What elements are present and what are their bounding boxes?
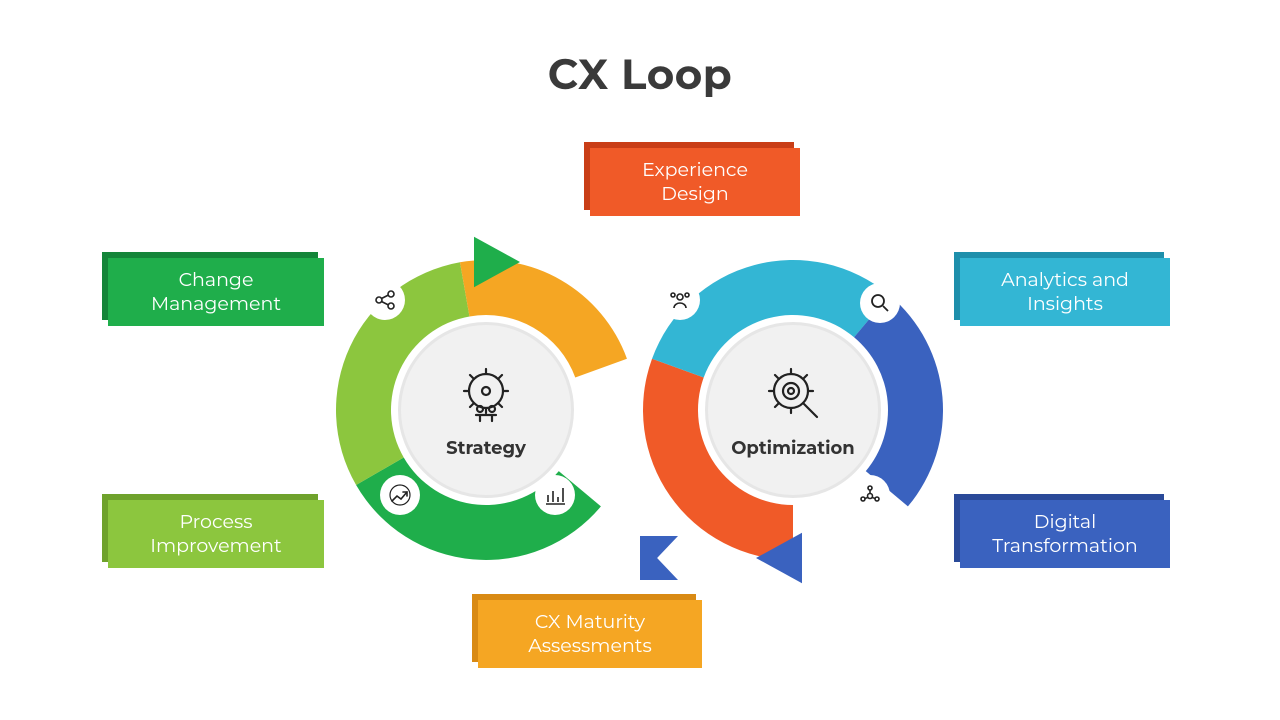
label-change-management: ChangeManagement: [108, 258, 324, 326]
cx-loop-diagram: Strategy Optimization ExperienceDesign An…: [0, 0, 1280, 720]
dot-analytics-icon: [860, 283, 900, 323]
label-cx-maturity: CX MaturityAssessments: [478, 600, 702, 668]
label-text: ExperienceDesign: [590, 148, 800, 216]
dot-process-icon: [380, 475, 420, 515]
dot-digital-icon: [850, 475, 890, 515]
dot-change-icon: [365, 280, 405, 320]
dot-exp-icon: [660, 280, 700, 320]
label-text: CX MaturityAssessments: [478, 600, 702, 668]
label-text: ChangeManagement: [108, 258, 324, 326]
strategy-label: Strategy: [446, 437, 526, 459]
optimization-icon: [761, 361, 825, 425]
ribbon-tail: [640, 536, 678, 580]
label-text: ProcessImprovement: [108, 500, 324, 568]
label-analytics-insights: Analytics andInsights: [960, 258, 1170, 326]
strategy-icon: [454, 361, 518, 425]
label-text: DigitalTransformation: [960, 500, 1170, 568]
optimization-label: Optimization: [731, 437, 855, 459]
strategy-circle: Strategy: [398, 322, 574, 498]
label-digital-transformation: DigitalTransformation: [960, 500, 1170, 568]
label-text: Analytics andInsights: [960, 258, 1170, 326]
label-process-improvement: ProcessImprovement: [108, 500, 324, 568]
label-experience-design: ExperienceDesign: [590, 148, 800, 216]
dot-maturity-icon: [535, 475, 575, 515]
optimization-circle: Optimization: [705, 322, 881, 498]
